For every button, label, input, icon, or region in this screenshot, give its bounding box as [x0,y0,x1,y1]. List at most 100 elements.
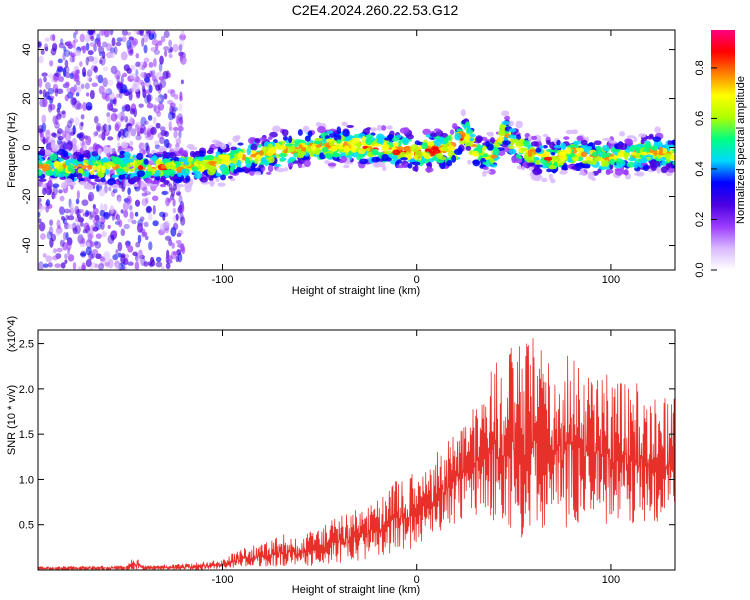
spectrogram-noise-cell [41,114,47,124]
spectrogram-noise-cell [72,39,76,49]
spectrogram-ridge-cell [102,157,109,163]
spectrogram-ridge-cell [274,163,282,167]
spectrogram-noise-cell [145,89,152,95]
spectrogram-noise-cell [93,131,98,137]
colorbar-scale [711,30,735,270]
spectrogram-noise-cell [143,44,148,54]
spectrogram-ridge-cell [451,154,457,163]
spectrogram-ridge-cell [548,173,554,181]
spectrogram-noise-cell [156,111,162,117]
spectrogram-ridge-cell [264,161,269,166]
spectrogram-ridge-cell [115,168,124,172]
spectrogram-noise-cell [168,53,173,59]
spectrogram-noise-cell [64,59,69,69]
spectrogram-noise-cell [172,43,179,53]
spectrogram-ridge-cell [623,152,629,156]
spectrogram-ridge-cell [303,159,311,168]
spectrogram-panel: -100 0 100 -40 -20 0 20 40 Height of straight … [6,29,676,297]
spectrogram-noise-cell [168,39,173,48]
spectrogram-ridge-cell [305,142,311,146]
spectrogram-noise-cell [79,61,83,67]
spectrogram-noise-cell [172,198,176,207]
y-tick-label: 0.5 [19,520,34,532]
spectrogram-noise-cell [102,41,108,48]
spectrogram-ridge-cell [562,162,568,171]
spectrogram-noise-cell [143,33,150,41]
spectrogram-ridge-cell [399,127,409,134]
spectrogram-ridge-cell [132,154,137,159]
spectrogram-ridge-cell [307,130,313,138]
spectrogram-ridge-cell [471,150,479,157]
spectrogram-ridge-cell [359,158,369,165]
spectrogram-noise-cell [42,98,48,108]
spectrogram-noise-cell [164,224,170,234]
spectrogram-ridge-cell [214,140,222,148]
spectrogram-noise-cell [43,43,49,52]
spectrogram-ridge-cell [365,134,374,139]
spectrogram-noise-cell [175,239,182,244]
spectrogram-noise-cell [129,211,134,220]
spectrogram-noise-cell [144,235,149,241]
spectrogram-noise-cell [58,189,63,194]
spectrogram-ridge-cell [224,157,231,166]
spectrogram-ridge-cell [535,159,541,165]
spectrogram-noise-cell [179,91,183,100]
spectrogram-noise-cell [118,252,122,258]
spectrogram-noise-cell [98,85,105,95]
colorbar-ticks: 0.0 0.2 0.4 0.6 0.8 [694,60,717,278]
spectrogram-ridge-cell [578,171,587,176]
spectrogram-ridge-cell [340,134,345,141]
spectrogram-ridge-cell [148,153,153,158]
y-tick-label: -40 [21,238,33,254]
spectrogram-ridge-cell [237,142,244,146]
spectrogram-ridge-cell [143,158,149,165]
x-tick-label: -100 [211,574,233,586]
spectrogram-noise-cell [59,195,65,202]
spectrogram-noise-cell [106,112,111,118]
spectrogram-x-axis-label: Height of straight line (km) [292,285,420,297]
spectrogram-ridge-cell [522,161,530,168]
spectrogram-ridge-cell [137,165,144,171]
spectrogram-noise-cell [49,103,56,111]
spectrogram-ridge-cell [625,138,634,147]
spectrogram-ridge-cell [324,160,331,165]
spectrogram-noise-cell [89,42,96,47]
spectrogram-ridge-cell [502,140,511,145]
spectrogram-noise-cell [129,73,137,80]
spectrogram-ridge-cell [158,145,168,153]
spectrogram-ridge-cell [361,135,366,143]
spectrogram-ridge-cell [209,180,215,186]
spectrogram-ridge-cell [414,150,424,158]
spectrogram-noise-cell [38,55,44,64]
spectrogram-noise-cell [143,126,147,136]
spectrogram-noise-cell [97,74,104,84]
spectrogram-noise-cell [102,66,109,72]
spectrogram-ridge-cell [508,120,514,127]
spectrogram-ridge-cell [508,134,517,139]
spectrogram-noise-cell [45,205,50,213]
spectrogram-noise-cell [93,115,99,124]
spectrogram-noise-cell [65,72,71,79]
spectrogram-noise-cell [94,263,98,269]
spectrogram-noise-cell [49,237,54,248]
spectrogram-ridge-cell [536,164,543,168]
spectrogram-noise-cell [135,241,141,248]
spectrogram-ridge-cell [576,135,584,141]
spectrogram-noise-cell [153,116,157,125]
spectrogram-ridge-cell [666,164,674,168]
spectrogram-ridge-cell [609,158,616,166]
spectrogram-ridge-cell [593,140,602,146]
spectrogram-ridge-cell [346,124,355,128]
spectrogram-noise-cell [111,37,116,47]
spectrogram-noise-cell [87,55,95,62]
spectrogram-noise-cell [40,49,45,55]
spectrogram-noise-cell [166,222,171,228]
spectrogram-noise-cell [107,136,114,141]
spectrogram-ridge-cell [164,161,174,170]
spectrogram-ridge-cell [614,168,624,176]
spectrogram-noise-cell [173,93,179,100]
spectrogram-noise-cell [126,67,132,74]
spectrogram-noise-cell [115,213,121,221]
spectrogram-noise-cell [71,138,77,146]
